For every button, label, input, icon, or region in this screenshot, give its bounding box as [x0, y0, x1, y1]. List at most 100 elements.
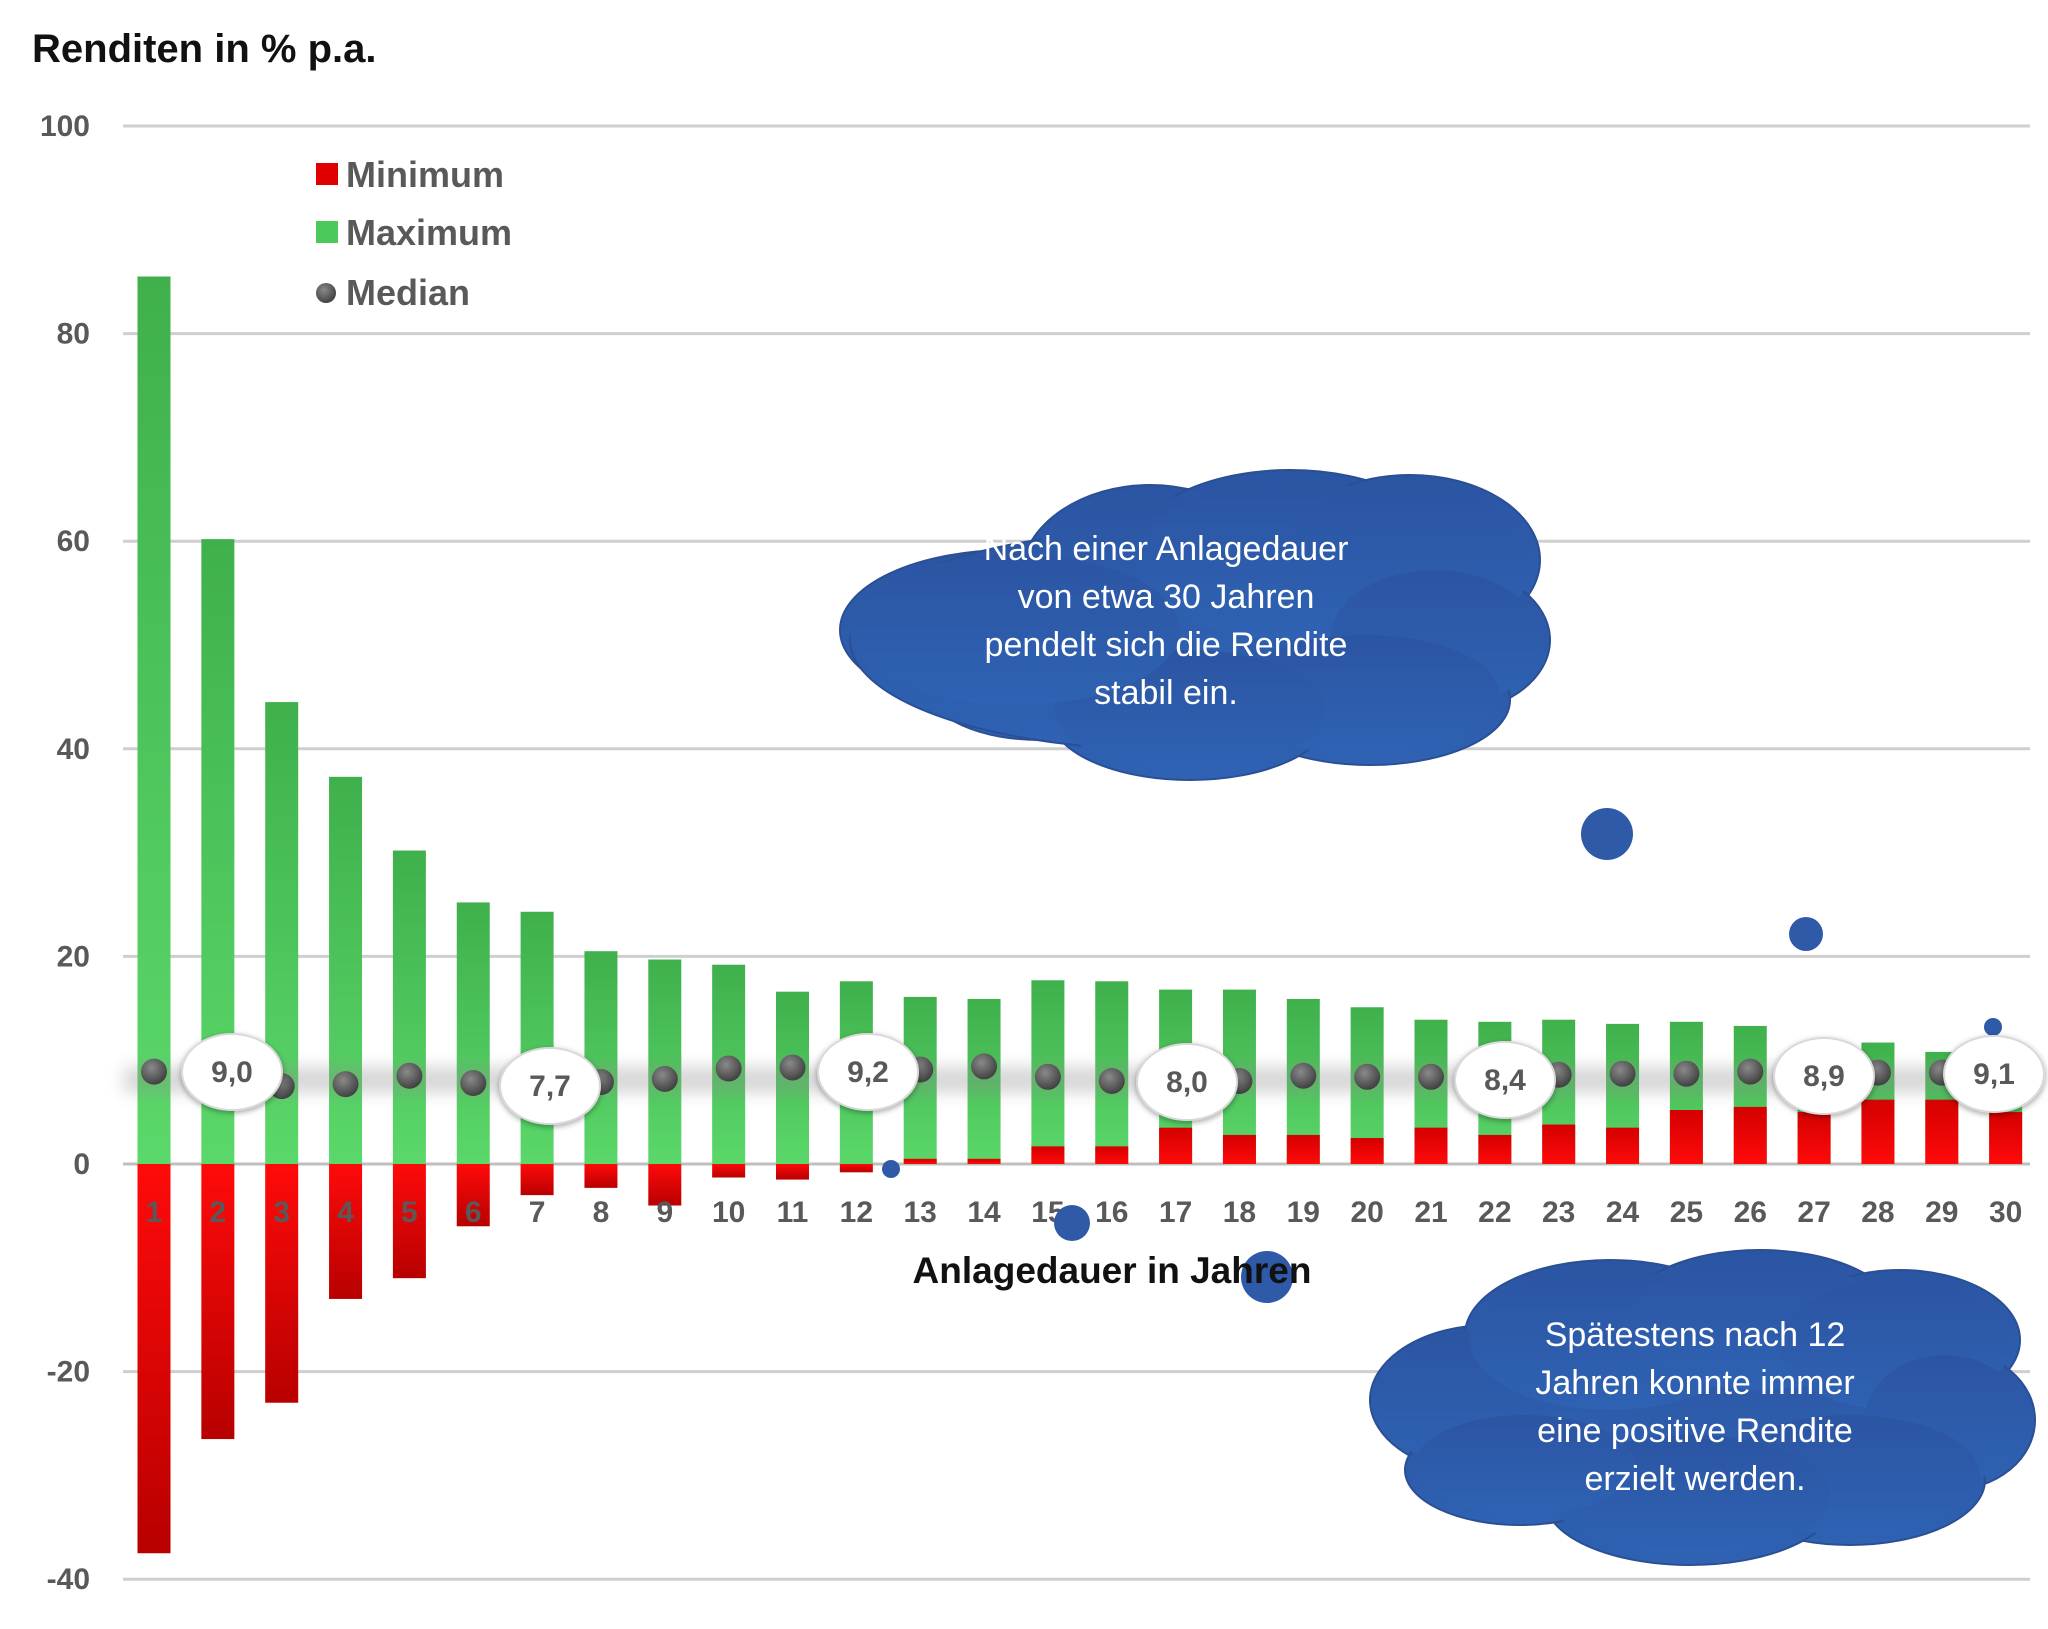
bar-maximum	[648, 959, 682, 1164]
bar-minimum	[1669, 1110, 1703, 1164]
y-tick-label: 20	[57, 940, 90, 973]
x-tick-label: 25	[1670, 1196, 1703, 1229]
bar-minimum	[520, 1164, 554, 1196]
x-tick-label: 2	[210, 1196, 227, 1229]
y-tick-label: 40	[57, 733, 90, 766]
x-tick-label: 21	[1414, 1196, 1447, 1229]
bar-minimum	[1925, 1099, 1959, 1164]
bar-maximum	[456, 902, 490, 1164]
bar-minimum	[1542, 1124, 1576, 1164]
bar-minimum	[584, 1164, 618, 1188]
bar-minimum	[712, 1164, 746, 1178]
bar-maximum	[392, 850, 426, 1164]
bar-minimum	[392, 1164, 426, 1279]
x-tick-label: 24	[1606, 1196, 1640, 1229]
cloud-bottom-line: Spätestens nach 12	[1545, 1316, 1846, 1354]
median-shadow-band	[124, 1066, 2036, 1093]
x-tick-label: 17	[1159, 1196, 1192, 1229]
median-label-text: 9,2	[847, 1056, 889, 1089]
median-label-bubble	[499, 1047, 601, 1125]
legend-marker-median	[316, 283, 336, 303]
median-point	[460, 1070, 487, 1097]
median-label-bubble	[1454, 1041, 1556, 1119]
median-label-text: 9,0	[211, 1056, 253, 1089]
bar-minimum	[839, 1164, 873, 1173]
cloud-callout-bottom: Spätestens nach 12 Jahren konnte immer ein…	[1369, 1249, 2036, 1566]
legend-label-median: Median	[346, 272, 470, 313]
median-point	[715, 1055, 742, 1082]
cloud-callout-top-text: Nach einer Anlagedauer von etwa 30 Jahren…	[984, 530, 1349, 712]
x-tick-label: 3	[273, 1196, 290, 1229]
median-value-label: 7,7	[499, 1047, 601, 1125]
median-label-bubble	[1773, 1037, 1875, 1115]
median-value-label: 9,1	[1943, 1035, 2045, 1113]
stray-point	[1581, 808, 1633, 860]
bar-minimum	[1350, 1138, 1384, 1164]
cloud-top-line: pendelt sich die Rendite	[985, 626, 1348, 664]
median-label-bubble	[1136, 1043, 1238, 1121]
y-tick-label: 0	[73, 1148, 90, 1181]
x-tick-label: 5	[401, 1196, 418, 1229]
bar-minimum	[137, 1164, 171, 1554]
bar-maximum	[584, 951, 618, 1164]
median-point	[332, 1071, 359, 1098]
bar-minimum	[1095, 1146, 1129, 1164]
bar-minimum	[648, 1164, 682, 1206]
cloud-top-line: Nach einer Anlagedauer	[984, 530, 1349, 568]
bar-minimum	[1989, 1112, 2023, 1164]
median-value-label: 9,2	[817, 1033, 919, 1111]
y-tick-label: 60	[57, 525, 90, 558]
cloud-top-line: stabil ein.	[1094, 674, 1238, 712]
stray-point	[882, 1160, 900, 1178]
median-label-text: 7,7	[529, 1070, 571, 1103]
median-labels: 9,0 7,7 9,2 8,0 8,4 8,9 9,1	[181, 1033, 2045, 1125]
x-tick-label: 14	[967, 1196, 1001, 1229]
median-point	[1418, 1063, 1444, 1090]
stray-points	[882, 808, 2002, 1303]
x-tick-label: 26	[1734, 1196, 1767, 1229]
bar-minimum	[1606, 1127, 1640, 1164]
bar-minimum	[329, 1164, 363, 1299]
cloud-top-line: von etwa 30 Jahren	[1018, 578, 1315, 616]
median-point	[141, 1058, 167, 1085]
median-label-bubble	[181, 1033, 283, 1111]
bar-minimum	[1478, 1134, 1512, 1164]
median-value-label: 9,0	[181, 1033, 283, 1111]
median-point	[1609, 1060, 1636, 1087]
legend-label-minimum: Minimum	[346, 154, 504, 195]
median-value-label: 8,9	[1773, 1037, 1875, 1115]
x-axis-ticks: 1 2 3 4 5 6 7 8 9 10 11 12 13 14 15 16 17 18 19 20 21 22 23 24 2…	[146, 1196, 2023, 1229]
median-label-text: 9,1	[1973, 1058, 2015, 1091]
bar-maximum	[329, 776, 363, 1164]
x-axis-title: Anlagedauer in Jahren	[913, 1250, 1312, 1291]
bar-minimum	[1797, 1112, 1831, 1164]
median-value-label: 8,0	[1136, 1043, 1238, 1121]
x-tick-label: 16	[1095, 1196, 1128, 1229]
x-tick-label: 4	[337, 1196, 354, 1229]
legend-swatch-maximum	[316, 221, 338, 243]
median-point	[1673, 1060, 1700, 1087]
bar-minimum	[1159, 1127, 1193, 1164]
x-tick-label: 29	[1925, 1196, 1958, 1229]
stray-point	[1789, 917, 1823, 951]
median-point	[396, 1062, 423, 1089]
median-point	[651, 1065, 678, 1092]
y-tick-label: -40	[47, 1563, 90, 1596]
bar-maximum	[520, 911, 554, 1164]
x-tick-label: 13	[904, 1196, 937, 1229]
bar-minimum	[967, 1158, 1001, 1164]
x-tick-label: 22	[1478, 1196, 1511, 1229]
cloud-callout-bottom-text: Spätestens nach 12 Jahren konnte immer ein…	[1535, 1316, 1854, 1498]
stray-point	[1241, 1251, 1293, 1303]
bar-minimum	[903, 1158, 937, 1164]
x-tick-label: 6	[465, 1196, 482, 1229]
median-label-bubble	[817, 1033, 919, 1111]
x-tick-label: 28	[1861, 1196, 1894, 1229]
bar-maximum	[137, 276, 171, 1164]
y-axis-title: Renditen in % p.a.	[32, 27, 376, 71]
x-tick-label: 11	[777, 1196, 809, 1229]
bar-minimum	[1861, 1099, 1895, 1164]
bar-minimum	[1733, 1106, 1767, 1164]
x-tick-label: 9	[656, 1196, 673, 1229]
